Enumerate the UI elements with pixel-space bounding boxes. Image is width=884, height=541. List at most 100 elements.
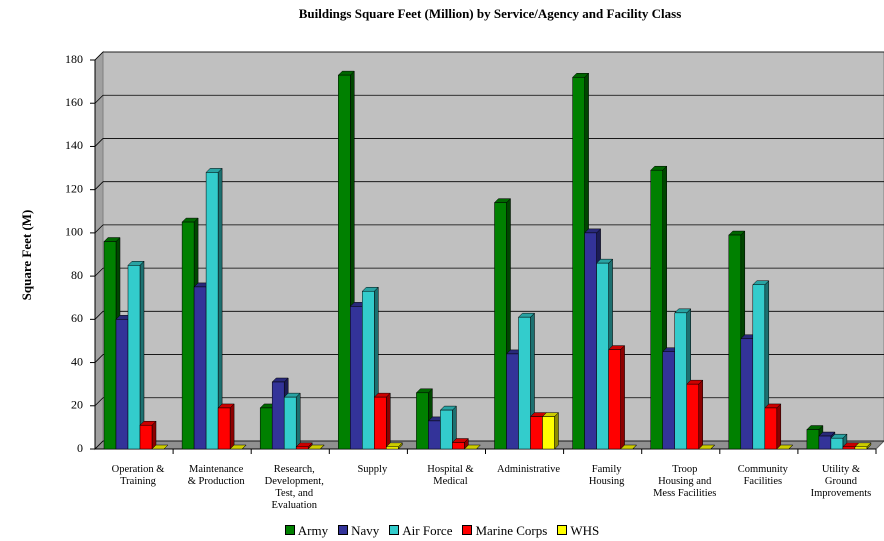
legend-label: Air Force xyxy=(402,523,453,538)
bar-side xyxy=(229,403,235,450)
legend-swatch xyxy=(462,525,473,535)
y-tick-label: 0 xyxy=(77,441,83,455)
bar xyxy=(596,262,609,450)
legend-label: WHS xyxy=(570,523,600,538)
bar xyxy=(259,407,273,450)
y-axis-label: Square Feet (M) xyxy=(19,210,34,301)
bar xyxy=(764,407,778,450)
legend-label: Marine Corps xyxy=(475,523,548,538)
bar xyxy=(518,316,531,450)
bar-top xyxy=(307,444,325,450)
bar xyxy=(193,286,207,450)
bar xyxy=(386,446,399,450)
bar xyxy=(494,202,507,450)
y-tick-label: 140 xyxy=(65,138,83,152)
y-tick-label: 160 xyxy=(65,95,83,109)
bar-side xyxy=(776,403,782,450)
bar xyxy=(506,353,519,450)
legend-swatch xyxy=(284,525,295,535)
x-tick-label: Administrative xyxy=(497,464,561,475)
bar xyxy=(842,446,856,450)
bar xyxy=(608,349,621,450)
bar xyxy=(530,416,543,450)
legend-item: WHS xyxy=(557,523,599,539)
bar-side xyxy=(151,420,157,450)
bar xyxy=(806,429,820,450)
x-tick-label: Community Facilities xyxy=(737,464,788,487)
bar xyxy=(416,392,429,450)
grid-line-side xyxy=(94,51,104,61)
bar xyxy=(452,442,465,450)
y-tick-label: 60 xyxy=(71,311,83,325)
grid-line-side xyxy=(94,267,104,277)
chart-title: Buildings Square Feet (Million) by Servi… xyxy=(299,6,682,21)
bar xyxy=(283,396,297,450)
bar xyxy=(350,306,363,450)
bar xyxy=(440,409,453,450)
legend-swatch xyxy=(389,525,400,535)
legend-label: Navy xyxy=(351,523,380,538)
x-tick-label: Supply xyxy=(357,464,388,475)
bar xyxy=(830,437,844,450)
bar xyxy=(271,381,285,450)
bar xyxy=(728,234,742,450)
x-tick-label: Operation & Training xyxy=(111,464,165,487)
bar-side xyxy=(620,344,625,450)
grid-line-side xyxy=(94,354,104,363)
legend: Army Navy Air Force Marine Corps WHS xyxy=(0,523,884,539)
y-tick-label: 180 xyxy=(65,52,83,66)
legend-item: Marine Corps xyxy=(462,523,547,539)
bar-top xyxy=(698,444,716,450)
y-tick-label: 80 xyxy=(71,268,83,282)
bar xyxy=(374,396,387,450)
x-tick-label: Family Housing xyxy=(588,464,625,487)
bar-side xyxy=(139,260,145,450)
y-tick-label: 100 xyxy=(65,225,83,239)
x-tick-label: Utility & Ground Improvements xyxy=(810,464,872,499)
grid-line-side xyxy=(94,440,104,450)
legend-label: Army xyxy=(297,523,329,538)
bar-side xyxy=(295,392,301,450)
grid-line-side xyxy=(94,224,104,234)
bar xyxy=(542,416,555,450)
bar xyxy=(428,420,441,450)
bar xyxy=(362,290,375,450)
legend-item: Navy xyxy=(338,523,379,539)
y-tick-label: 120 xyxy=(65,181,83,195)
bar xyxy=(572,77,585,450)
grid-line-side xyxy=(94,94,104,104)
y-tick-label: 40 xyxy=(71,354,83,368)
legend-item: Air Force xyxy=(389,523,452,539)
bar-top xyxy=(776,444,794,450)
bar-top xyxy=(151,444,169,450)
side-wall xyxy=(94,50,104,451)
grid-line-side xyxy=(94,311,104,320)
bar xyxy=(686,383,699,450)
x-tick-label: Troop Housing and Mess Facilities xyxy=(653,464,717,499)
bar xyxy=(818,435,832,450)
bar xyxy=(205,172,219,450)
legend-item: Army xyxy=(284,523,329,539)
grid-line-side xyxy=(94,138,104,147)
legend-swatch xyxy=(338,525,349,535)
bar xyxy=(584,232,597,450)
grid-line-side xyxy=(94,181,104,190)
bar xyxy=(650,169,663,450)
bar xyxy=(103,241,117,450)
bar xyxy=(139,424,153,450)
y-tick-label: 20 xyxy=(71,398,83,412)
bar-top xyxy=(619,444,638,450)
bar xyxy=(674,312,687,450)
bar-side xyxy=(698,379,703,450)
x-tick-label: Hospital & Medical xyxy=(427,464,474,487)
grid-line-side xyxy=(94,397,104,407)
bar xyxy=(181,221,195,450)
bar xyxy=(854,446,868,450)
bar-side xyxy=(554,411,559,450)
bar-side xyxy=(386,392,391,450)
legend-swatch xyxy=(557,525,568,535)
bar xyxy=(127,265,141,450)
bar xyxy=(217,407,231,450)
